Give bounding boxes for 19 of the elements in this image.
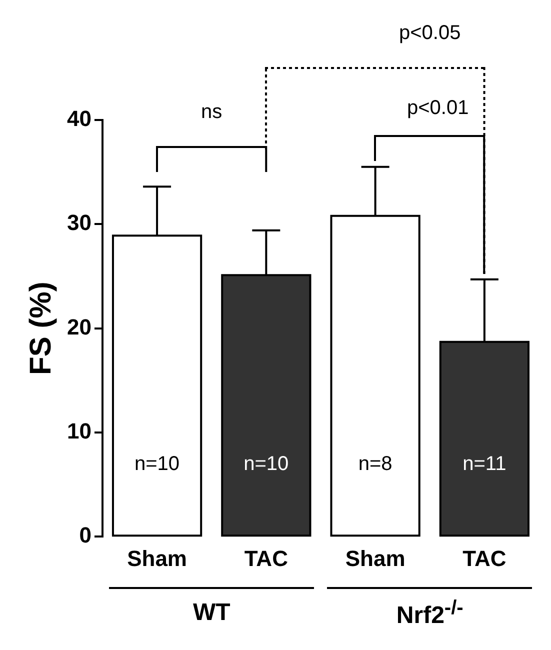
text: p<0.05 [398, 22, 461, 44]
y-tick-label: 20 [66, 314, 92, 340]
annotation: ns [201, 101, 222, 124]
x-tick-label: Sham [345, 546, 406, 571]
annotation: n=11 [462, 452, 506, 475]
text: WT [192, 598, 230, 626]
y-axis-title: FS (%) [24, 282, 58, 375]
x-tick-label: TAC [244, 546, 288, 571]
annotation: n=10 [134, 452, 180, 475]
annotation: n=8 [358, 452, 392, 475]
y-tick-label: 10 [66, 418, 92, 444]
y-tick-label: 40 [66, 106, 92, 132]
y-tick-label: 0 [79, 522, 92, 548]
x-tick-label: TAC [462, 546, 506, 571]
annotation: n=10 [244, 452, 289, 475]
y-tick-label: 30 [66, 210, 92, 236]
x-tick-label: Sham [127, 546, 187, 571]
text: Nrf2$^{-/-}$ [396, 596, 464, 629]
text: p<0.01 [406, 96, 469, 119]
